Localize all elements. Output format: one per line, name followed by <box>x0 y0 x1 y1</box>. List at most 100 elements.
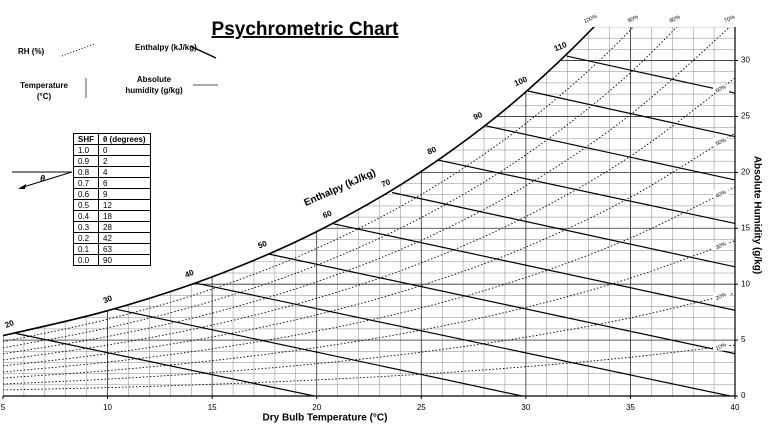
enthalpy-line <box>526 90 735 138</box>
enthalpy-label: 20 <box>4 318 16 330</box>
rh-label: 60% <box>715 84 728 94</box>
x-tick-label: 10 <box>103 403 112 412</box>
table-row: SHF θ (degrees) <box>73 133 151 145</box>
table-cell: 0.2 <box>73 232 99 244</box>
rh-curve <box>3 77 735 361</box>
enthalpy-line <box>195 282 731 396</box>
table-cell: 90 <box>98 254 151 266</box>
x-tick-label: 30 <box>521 403 530 412</box>
enthalpy-line <box>268 253 735 355</box>
table-cell: 28 <box>98 221 151 233</box>
enthalpy-label: 40 <box>183 268 195 280</box>
enthalpy-label: 70 <box>380 177 392 189</box>
y2-tick-label: 0 <box>741 391 746 400</box>
y2-tick-label: 10 <box>741 279 750 288</box>
enthalpy-label: 60 <box>321 208 333 220</box>
protractor-arrow <box>19 171 73 189</box>
x-tick-label: 40 <box>731 403 740 412</box>
y2-tick-label: 15 <box>741 223 750 232</box>
enthalpy-label: 110 <box>553 40 569 53</box>
enthalpy-axis-label: Enthalpy (kJ/kg) <box>303 167 378 208</box>
rh-label: 80% <box>669 14 682 24</box>
legend-temperature: Temperature (°C) <box>20 81 68 101</box>
protractor-label: θ <box>40 173 45 183</box>
rh-label-bg <box>713 190 729 199</box>
legend-enthalpy: Enthalpy (kJ/kg) <box>135 43 197 52</box>
table-cell: 18 <box>98 210 151 222</box>
chart-title: Psychrometric Chart <box>212 19 400 40</box>
rh-label: 40% <box>715 190 728 200</box>
legend-humidity: Absolute humidity (g/kg) <box>125 75 183 95</box>
table-row: 1.0 0 <box>73 144 151 156</box>
enthalpy-line <box>437 159 735 225</box>
enthalpy-line <box>391 191 735 268</box>
rh-label: 30% <box>715 241 728 251</box>
table-cell: 0.5 <box>73 199 99 211</box>
table-row: 0.2 42 <box>73 232 151 244</box>
enthalpy-line <box>113 308 523 396</box>
rh-curve <box>3 344 735 391</box>
table-cell: 9 <box>98 188 151 200</box>
table-row: 0.0 90 <box>73 254 151 266</box>
y-axis-label: Absolute Humidity (g/kg) <box>751 156 762 274</box>
table-row: 0.4 18 <box>73 210 151 222</box>
table-cell: 0.3 <box>73 221 99 233</box>
rh-label: 20% <box>715 292 728 302</box>
rh-label: 100% <box>583 14 598 25</box>
y2-tick-label: 5 <box>741 335 746 344</box>
rh-label: 50% <box>715 137 728 147</box>
rh-label-bg <box>713 342 729 351</box>
table-cell: 12 <box>98 199 151 211</box>
table-cell: SHF <box>73 133 99 145</box>
y2-tick-label: 20 <box>741 167 750 176</box>
x-tick-label: 5 <box>1 403 6 412</box>
y2-tick-label: 25 <box>741 112 750 121</box>
table-cell: 6 <box>98 177 151 189</box>
enthalpy-line <box>333 223 735 311</box>
table-cell: 0.6 <box>73 188 99 200</box>
table-cell: 0.0 <box>73 254 99 266</box>
table-row: 0.9 2 <box>73 155 151 167</box>
table-cell: 0.7 <box>73 177 99 189</box>
table-row: 0.3 28 <box>73 221 151 233</box>
table-row: 0.6 9 <box>73 188 151 200</box>
rh-label-bg <box>713 241 729 250</box>
table-row: 0.1 63 <box>73 243 151 255</box>
table-cell: 0.1 <box>73 243 99 255</box>
table-cell: 0.4 <box>73 210 99 222</box>
x-tick-label: 20 <box>312 403 321 412</box>
table-cell: 42 <box>98 232 151 244</box>
rh-label-bg <box>713 138 729 147</box>
rh-label: 70% <box>723 14 736 24</box>
rh-label-bg <box>713 84 729 93</box>
enthalpy-label: 100 <box>513 74 529 88</box>
y2-tick-label: 30 <box>741 56 750 65</box>
legend-rh: RH (%) <box>18 47 45 56</box>
x-tick-label: 15 <box>208 403 217 412</box>
rh-curve <box>3 240 735 379</box>
enthalpy-label: 30 <box>102 293 114 305</box>
table-cell: 1.0 <box>73 144 99 156</box>
rh-curve <box>3 27 596 337</box>
table-cell: 2 <box>98 155 151 167</box>
rh-curve <box>3 292 735 385</box>
rh-curve <box>3 186 735 373</box>
protractor-arrowhead <box>18 184 26 189</box>
enthalpy-label: 80 <box>426 145 438 157</box>
enthalpy-line <box>483 124 735 181</box>
shf-table: SHF θ (degrees) 1.0 0 0.9 2 0.8 4 0.7 6 0.6 9 0.5 12 0… <box>73 133 151 266</box>
table-cell: θ (degrees) <box>98 133 151 145</box>
enthalpy-label: 50 <box>257 239 269 251</box>
legend-enthalpy-line <box>189 45 217 59</box>
rh-label-bg <box>713 292 729 301</box>
x-tick-label: 35 <box>626 403 635 412</box>
table-cell: 0.8 <box>73 166 99 178</box>
table-row: 0.7 6 <box>73 177 151 189</box>
table-cell: 63 <box>98 243 151 255</box>
table-cell: 0.9 <box>73 155 99 167</box>
rh-curve <box>3 27 678 349</box>
table-row: 0.5 12 <box>73 199 151 211</box>
table-row: 0.8 4 <box>73 166 151 178</box>
table-cell: 0 <box>98 144 151 156</box>
